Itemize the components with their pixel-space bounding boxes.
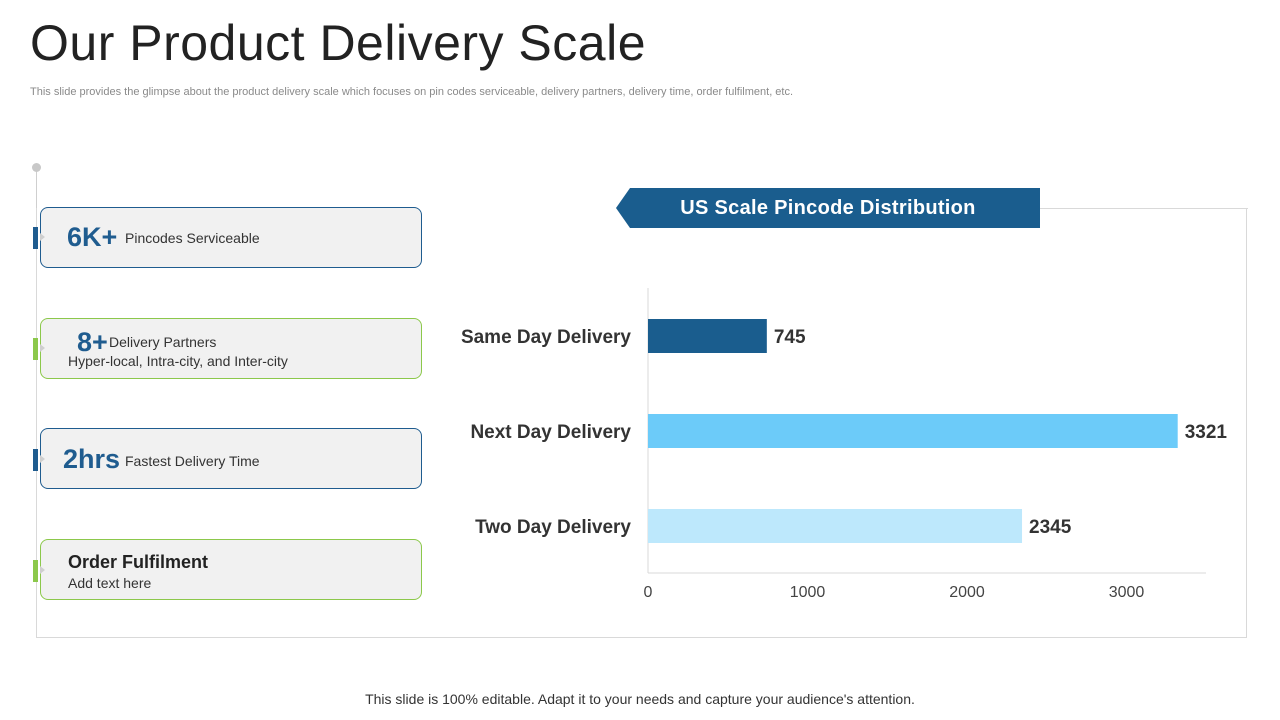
bar [648, 509, 1023, 543]
x-tick-label: 3000 [1109, 584, 1145, 601]
card-detail: Add text here [68, 575, 152, 591]
card-value: 6K+ [67, 222, 118, 252]
card-detail: Hyper-local, Intra-city, and Inter-city [68, 353, 288, 369]
card-marker [33, 227, 38, 249]
card-delivery-partners: 8+ Delivery Partners Hyper-local, Intra-… [40, 318, 422, 379]
card-delivery-time: 2hrs Fastest Delivery Time [40, 428, 422, 489]
bar [648, 319, 767, 353]
card-marker [33, 449, 38, 471]
card-label: Pincodes Serviceable [125, 230, 260, 246]
x-tick-label: 2000 [949, 584, 985, 601]
slide-title: Our Product Delivery Scale [30, 15, 647, 71]
category-label: Next Day Delivery [470, 422, 631, 443]
chart-frame [36, 208, 1247, 638]
card-marker [33, 338, 38, 360]
card-notch [40, 455, 45, 463]
card-label: Delivery Partners [109, 334, 217, 350]
card-notch [40, 566, 45, 574]
card-marker [33, 560, 38, 582]
slide-subtitle: This slide provides the glimpse about th… [30, 86, 794, 98]
bar [648, 414, 1178, 448]
card-notch [40, 233, 45, 241]
card-order-fulfilment: Order Fulfilment Add text here [40, 539, 422, 600]
x-tick-label: 1000 [790, 584, 826, 601]
slide-footer: This slide is 100% editable. Adapt it to… [365, 691, 915, 707]
data-label: 2345 [1029, 517, 1072, 538]
chart-frame-top [1040, 208, 1248, 209]
card-notch [40, 344, 45, 352]
x-tick-label: 0 [644, 584, 653, 601]
category-label: Two Day Delivery [475, 517, 631, 538]
timeline-dot [32, 163, 41, 172]
data-label: 745 [774, 327, 806, 348]
card-value: 2hrs [63, 444, 121, 474]
chart-title: US Scale Pincode Distribution [680, 197, 976, 219]
banner-shape [616, 188, 1040, 228]
category-label: Same Day Delivery [461, 327, 631, 348]
card-value: 8+ [77, 327, 108, 357]
card-label: Fastest Delivery Time [125, 453, 260, 469]
data-label: 3321 [1185, 422, 1228, 443]
chart-title-banner [616, 188, 1040, 228]
card-title: Order Fulfilment [68, 552, 209, 572]
